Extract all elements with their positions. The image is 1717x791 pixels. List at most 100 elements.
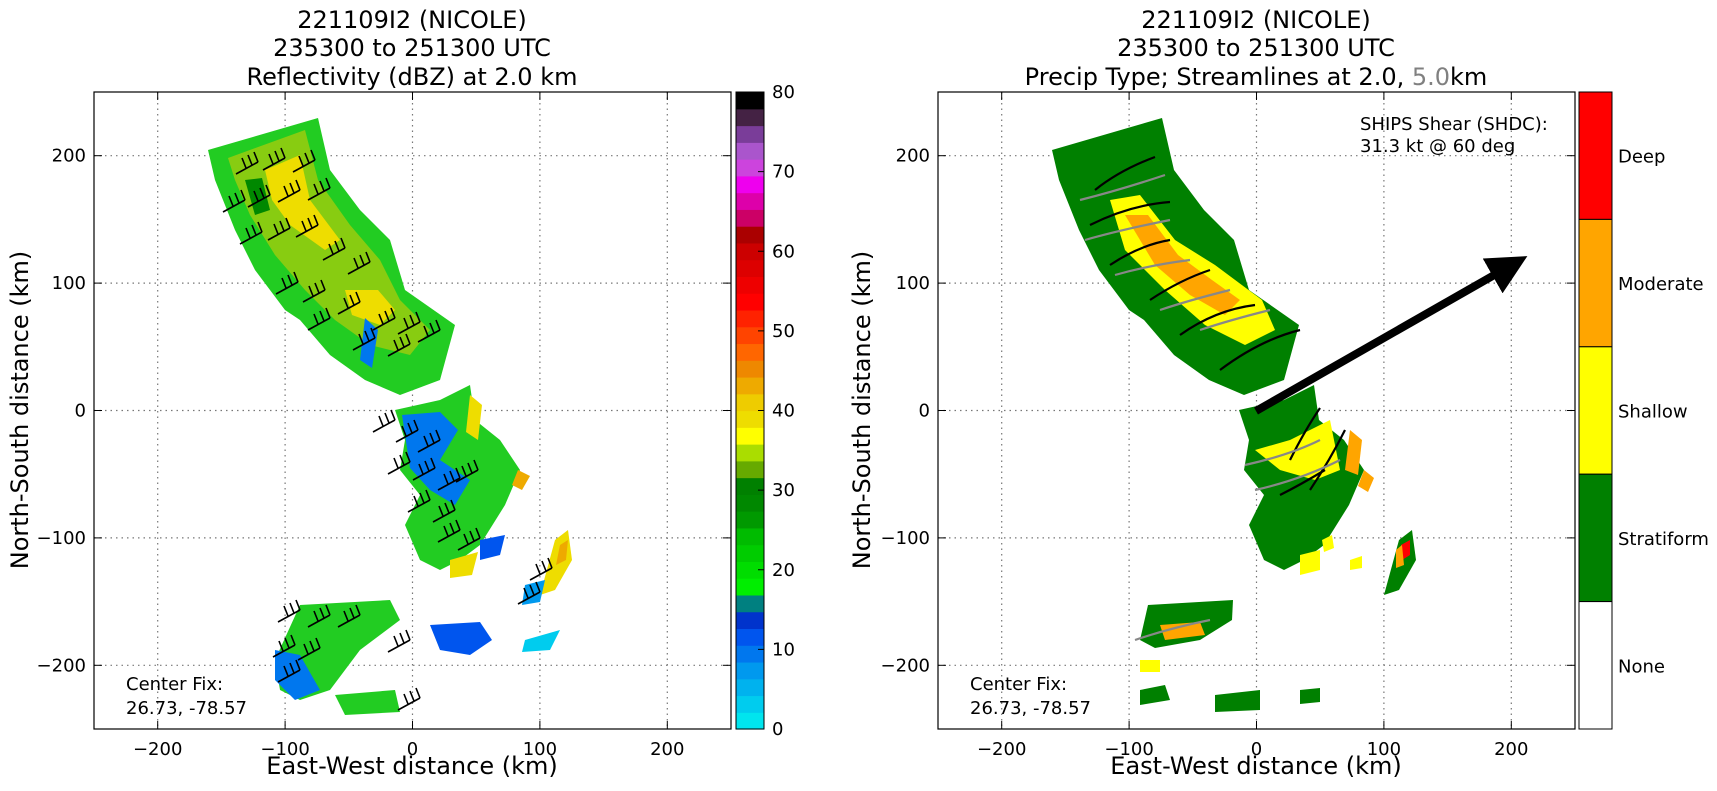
wind-barb — [297, 637, 321, 661]
right-ylabel: North-South distance (km) — [848, 251, 876, 570]
refl-colorbar-tick-label: 40 — [772, 401, 795, 422]
refl-northern-band-hi2 — [345, 290, 395, 325]
wind-barb — [295, 214, 319, 238]
refl-colorbar-bin — [736, 293, 764, 311]
streamline-2km — [1149, 268, 1211, 301]
streamline-2km — [1219, 328, 1301, 371]
refl-southeast-cell-orange — [556, 540, 568, 565]
streamline-5km — [1244, 439, 1321, 467]
refl-colorbar-bin — [736, 511, 764, 529]
right-ticks: −200 −200 −100 −100 0 0 100 100 200 200 — [881, 92, 1575, 760]
precip-colorbar-label: Deep — [1618, 147, 1665, 168]
refl-colorbar-tick-label: 30 — [772, 480, 795, 501]
refl-inner-core-blue2 — [480, 535, 505, 560]
pt-scatter1 — [1300, 550, 1320, 575]
right-ytick-label: 200 — [896, 146, 930, 167]
right-center-fix-label: Center Fix: — [970, 674, 1067, 695]
streamline-5km — [1134, 618, 1211, 642]
streamline-2km — [1279, 469, 1326, 496]
refl-colorbar-bin — [736, 410, 764, 428]
precip-colorbar-bin — [1578, 91, 1613, 220]
streamline-2km — [1089, 200, 1171, 226]
refl-colorbar-bin — [736, 142, 764, 160]
wind-barb — [347, 251, 371, 275]
refl-colorbar-bin — [736, 678, 764, 697]
streamline-5km — [1159, 288, 1231, 312]
streamline-2km — [1094, 155, 1156, 191]
wind-barbs — [222, 147, 553, 711]
wind-barb — [337, 291, 361, 315]
wind-barb — [322, 237, 346, 261]
shear-value: 31.3 kt @ 60 deg — [1360, 136, 1515, 157]
left-ytick-label: −100 — [37, 528, 86, 549]
refl-inner-core-yellow2 — [450, 552, 478, 578]
refl-colorbar-bin — [736, 578, 764, 596]
refl-colorbar-bin — [736, 645, 764, 663]
wind-barb — [407, 489, 431, 513]
pt-southern-band-small3 — [1215, 690, 1260, 712]
refl-northern-band-hi — [265, 155, 340, 250]
pt-southern-band-small1 — [1140, 660, 1160, 672]
refl-colorbar-tick-label: 70 — [772, 162, 795, 183]
wind-barb — [397, 311, 421, 335]
streamline-5km — [1254, 459, 1341, 492]
refl-colorbar-bin — [736, 427, 764, 445]
wind-barb — [372, 307, 396, 331]
pt-inner-core-moderate — [1345, 430, 1362, 475]
left-ytick-label: 200 — [52, 146, 86, 167]
precip-colorbar-label: Moderate — [1618, 274, 1704, 295]
refl-colorbar-bin — [736, 628, 764, 646]
refl-colorbar-bin — [736, 477, 764, 495]
left-center-fix-label: Center Fix: — [126, 674, 223, 695]
precip-colorbar-label: Shallow — [1618, 402, 1688, 423]
refl-colorbar-bin — [736, 376, 764, 395]
right-ytick-label: 0 — [919, 401, 930, 422]
refl-colorbar-bin — [736, 695, 764, 713]
refl-southern-band-blue2 — [430, 622, 492, 655]
refl-colorbar-bin — [736, 309, 764, 328]
wind-barb — [292, 149, 316, 173]
refl-colorbar-bin — [736, 611, 764, 630]
streamline-2km — [1109, 238, 1171, 266]
wind-barb — [387, 451, 411, 475]
right-title-line3-gray: 5.0 — [1412, 63, 1450, 91]
precip-type-plot: −200 −200 −100 −100 0 0 100 100 200 200 SHIPS She… — [881, 91, 1576, 760]
right-xtick-label: −200 — [977, 739, 1026, 760]
pt-southern-band-small4 — [1300, 688, 1320, 704]
pt-southeast-cell-moderate — [1396, 545, 1404, 568]
left-ylabel: North-South distance (km) — [6, 251, 34, 570]
precip-colorbar-label: Stratiform — [1618, 529, 1709, 550]
reflectivity-colorbar: 80 70 60 50 40 30 20 10 0 — [735, 82, 795, 740]
left-ytick-label: −200 — [37, 655, 86, 676]
streamline-2km — [1179, 303, 1256, 336]
left-ytick-label: 0 — [75, 401, 86, 422]
wind-barb — [247, 184, 271, 208]
refl-colorbar-bin — [736, 661, 764, 680]
left-ytick-label: 100 — [52, 273, 86, 294]
wind-barb — [277, 179, 301, 203]
wind-barb — [262, 147, 286, 171]
wind-barb — [302, 279, 326, 303]
precip-colorbar-bin — [1578, 218, 1613, 348]
refl-southeast-cell — [540, 530, 572, 595]
left-center-fix-value: 26.73, -78.57 — [126, 698, 247, 719]
right-xtick-label: 100 — [1367, 739, 1401, 760]
left-xtick-label: 100 — [523, 739, 557, 760]
refl-colorbar-bin — [736, 175, 764, 194]
wind-barb — [457, 527, 481, 551]
wind-barb — [277, 599, 301, 623]
refl-colorbar-bin — [736, 209, 764, 227]
pt-southern-band-small2 — [1140, 685, 1170, 705]
streamlines — [1079, 155, 1346, 642]
refl-colorbar-bin — [736, 460, 764, 479]
streamline-5km — [1079, 173, 1166, 202]
refl-colorbar-bin — [736, 326, 764, 345]
wind-barb — [272, 634, 296, 658]
pt-northern-band-moderate — [1125, 215, 1240, 315]
wind-barb — [352, 327, 376, 351]
refl-inner-core-yellow — [466, 395, 482, 440]
pt-southern-band-moderate — [1160, 622, 1205, 640]
refl-colorbar-bin — [736, 259, 764, 277]
shear-vector-arrow — [1254, 256, 1528, 415]
